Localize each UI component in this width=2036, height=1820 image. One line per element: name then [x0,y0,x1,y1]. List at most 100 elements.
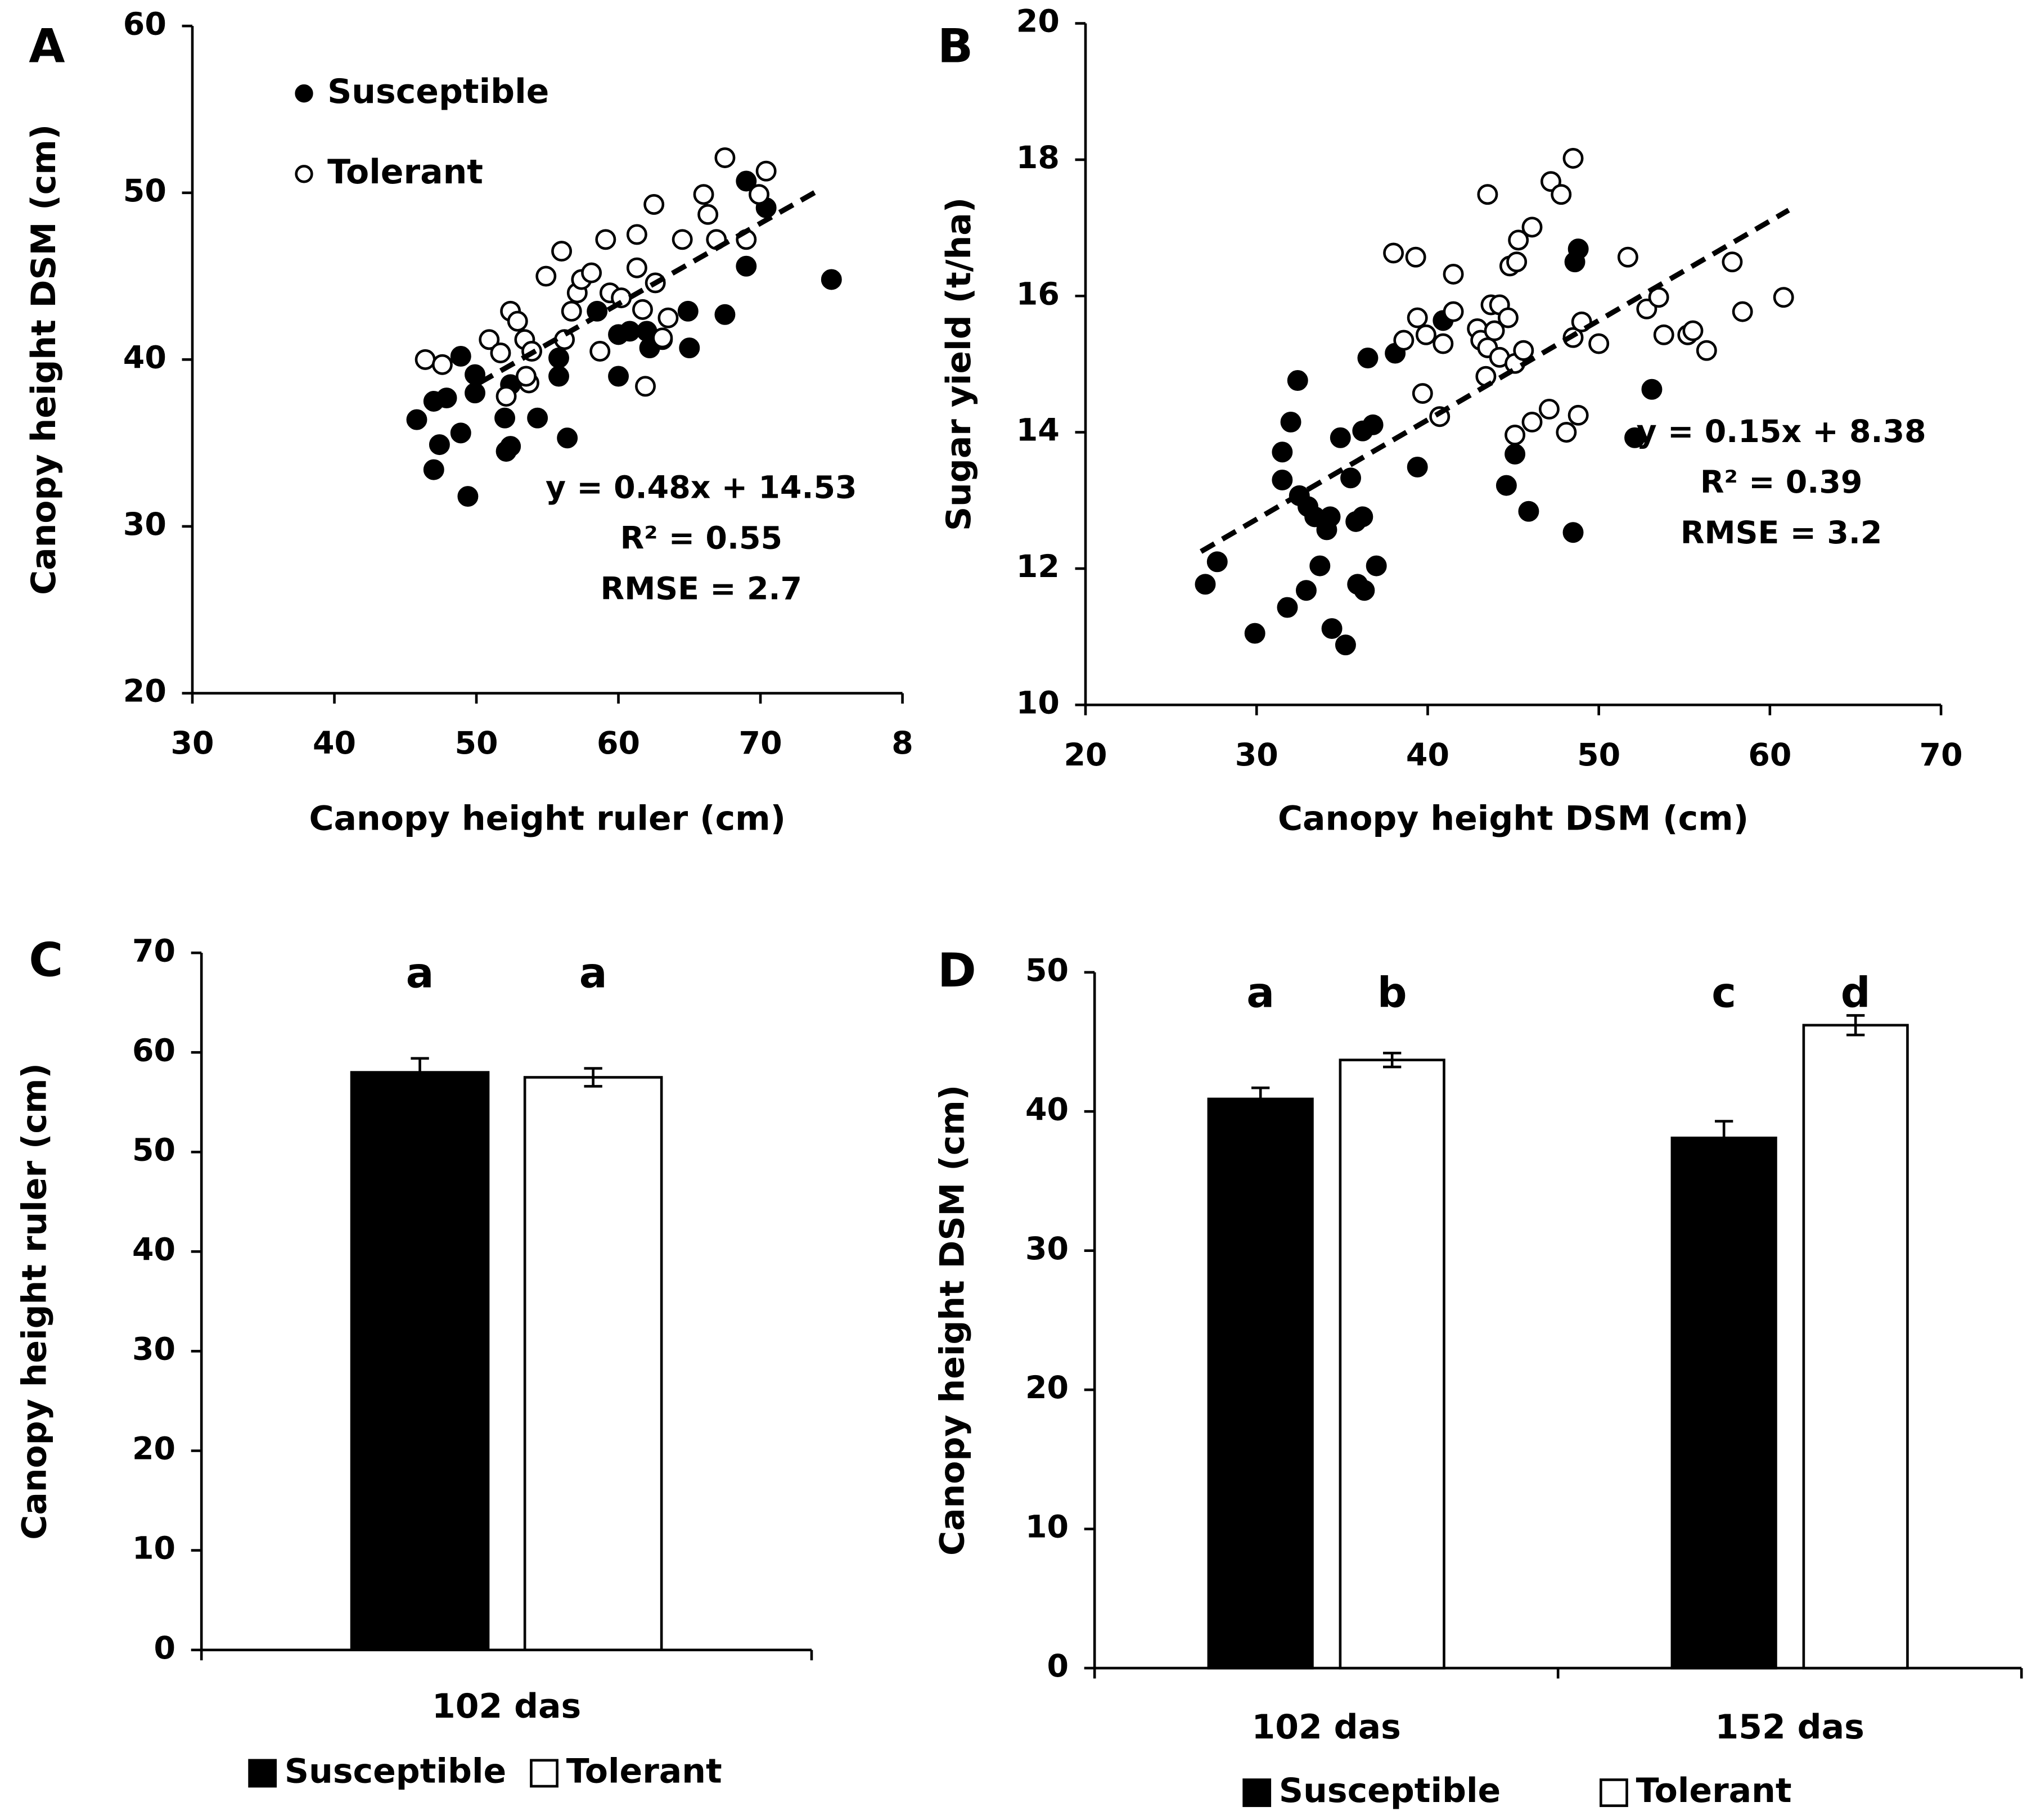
y-tick-label: 60 [123,6,166,42]
point [677,300,699,322]
x-tick-label: 30 [1235,737,1278,773]
x-tick-label: 8 [891,726,913,762]
point [1319,506,1341,528]
point [714,147,736,168]
panel-label: C [29,933,63,988]
point [1433,333,1454,354]
point [1518,501,1539,522]
bar [1802,1024,1909,1670]
point [457,486,479,507]
point [1551,184,1572,205]
point [1383,242,1404,264]
point [1477,184,1498,205]
annotation: R² = 0.39 [1700,465,1862,501]
point [1556,422,1577,443]
point [632,299,653,320]
point [500,436,521,457]
point [736,255,757,277]
error-bar [584,1067,602,1088]
x-tick-label: 70 [1920,737,1963,773]
y-tick-label: 40 [123,340,166,376]
x-tick-label: 50 [1577,737,1620,773]
point [507,310,528,332]
significance-letter: b [1377,968,1407,1017]
point [561,300,582,322]
y-tick-label: 10 [132,1531,175,1567]
point [608,366,629,387]
significance-letter: a [579,949,607,998]
significance-letter: d [1841,968,1871,1017]
x-tick-label: 30 [170,726,214,762]
point [1321,618,1343,639]
y-tick-label: 20 [123,674,166,710]
point [1505,424,1526,445]
point [527,407,548,429]
point [626,224,647,245]
y-tick-label: 20 [1016,4,1060,40]
y-tick-label: 12 [1016,549,1060,585]
point [1722,251,1743,273]
y-axis-title: Canopy height ruler (cm) [15,1063,55,1540]
bar [350,1071,490,1651]
x-tick-label: 60 [597,726,640,762]
point [1277,597,1298,618]
point [1588,333,1610,354]
bar [1339,1058,1445,1670]
point [429,434,450,456]
point [1330,427,1351,448]
point [431,354,453,375]
bar [1207,1097,1314,1670]
point [1496,475,1517,496]
legend-marker [295,165,313,183]
legend-label: Susceptible [285,1752,506,1791]
point [657,307,679,328]
bar [523,1076,663,1651]
point [423,459,444,480]
legend-swatch [1600,1778,1628,1807]
point [490,343,511,363]
point [1567,404,1589,426]
error-bar [1715,1120,1733,1156]
legend-label: Tolerant [566,1752,722,1791]
error-bar [411,1057,429,1088]
point [595,229,616,250]
point [436,388,457,409]
point [1696,340,1717,361]
y-axis-title: Canopy height DSM (cm) [24,124,64,595]
y-tick-label: 40 [132,1232,175,1268]
annotation: y = 0.15x + 8.38 [1637,414,1926,450]
point [1206,551,1228,573]
point [1567,238,1589,260]
y-tick-label: 18 [1016,140,1060,176]
error-bar [1251,1086,1270,1112]
y-tick-label: 50 [132,1132,175,1168]
point [736,170,757,192]
trendline [1200,208,1790,554]
x-tick-label: 40 [313,726,356,762]
legend-swatch [248,1759,277,1788]
legend-label: Tolerant [1636,1771,1792,1810]
point [1624,427,1646,448]
panel-label: D [938,943,976,998]
point [1497,307,1519,328]
significance-letter: a [406,949,434,998]
point [693,184,714,205]
point [450,345,471,367]
point [1335,634,1356,656]
point [1508,229,1529,251]
point [535,265,557,287]
y-tick-label: 60 [132,1033,175,1069]
y-tick-label: 0 [1047,1648,1069,1684]
point [1405,246,1426,268]
point [1773,287,1794,308]
point [643,194,665,215]
significance-letter: c [1711,968,1736,1017]
x-tick-label: 40 [1406,737,1449,773]
legend-label: Susceptible [1279,1771,1501,1810]
point [1272,442,1293,463]
point [1562,522,1584,543]
point [1732,301,1753,322]
y-tick-label: 10 [1016,685,1060,721]
point [1244,623,1265,644]
